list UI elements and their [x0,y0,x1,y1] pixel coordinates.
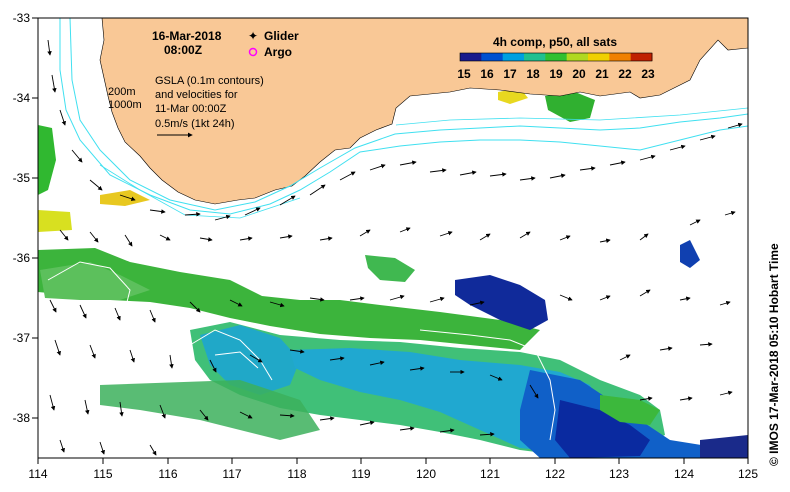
time-label: 08:00Z [164,43,202,57]
colorbar-cell [609,53,632,61]
colorbar-cell [524,53,546,61]
x-tick: 118 [287,467,306,481]
colorbar-tick: 20 [572,67,586,81]
y-tick: -33 [13,11,31,25]
colorbar-cell [481,53,504,61]
gsla-line-2: and velocities for [155,89,238,101]
sst-patches [38,18,748,458]
plot-frame [37,17,749,459]
x-tick: 125 [738,467,758,481]
glider-legend-label: Glider [264,29,299,43]
colorbar-tick: 19 [549,67,563,81]
x-tick: 124 [674,467,694,481]
colorbar-tick: 15 [457,67,471,81]
sla-contours [47,261,556,441]
y-tick: -34 [13,91,31,105]
gsla-line-1: GSLA (0.1m contours) [155,75,264,87]
x-tick: 122 [545,467,565,481]
y-axis-labels: -33 -34 -35 -36 -37 -38 [13,11,31,425]
colorbar-cell [460,53,482,61]
x-tick: 120 [416,467,436,481]
x-tick: 123 [609,467,629,481]
y-tick: -38 [13,411,31,425]
y-tick: -36 [13,251,31,265]
colorbar-cell [545,53,568,61]
x-tick: 116 [158,467,177,481]
colorbar-tick: 22 [618,67,632,81]
x-tick: 119 [351,467,370,481]
axis-ticks [32,17,749,464]
contour-200-label: 200m [108,86,136,98]
y-tick: -35 [13,171,31,185]
x-axis-labels: 114 115 116 117 118 119 120 121 122 123 … [28,467,758,481]
velocity-arrows [47,39,743,456]
gsla-line-3: 11-Mar 00:00Z [155,103,227,115]
argo-legend-label: Argo [264,45,292,59]
colorbar-tick: 18 [526,67,540,81]
x-tick: 121 [480,467,500,481]
colorbar-cell [588,53,610,61]
colorbar-tick: 17 [503,67,517,81]
colorbar-cell [630,53,653,61]
colorbar-tick: 16 [480,67,494,81]
land-australia [99,18,748,205]
contour-1000-label: 1000m [108,99,142,111]
scale-label: 0.5m/s (1kt 24h) [155,118,234,130]
colorbar-tick: 21 [595,67,609,81]
x-tick: 114 [28,467,47,481]
colorbar-cell [566,53,589,61]
y-tick: -37 [13,331,31,345]
x-tick: 115 [93,467,112,481]
credit-label: © IMOS 17-Mar-2018 05:10 Hobart Time [767,243,781,466]
glider-marker-icon: ✦ [248,29,258,43]
date-label: 16-Mar-2018 [152,29,222,43]
argo-marker-icon [248,47,258,57]
colorbar: 4h comp, p50, all sats 15 16 17 18 19 20… [457,35,655,81]
x-tick: 117 [222,467,241,481]
colorbar-tick: 23 [641,67,655,81]
colorbar-title: 4h comp, p50, all sats [493,35,617,49]
colorbar-cell [502,53,525,61]
